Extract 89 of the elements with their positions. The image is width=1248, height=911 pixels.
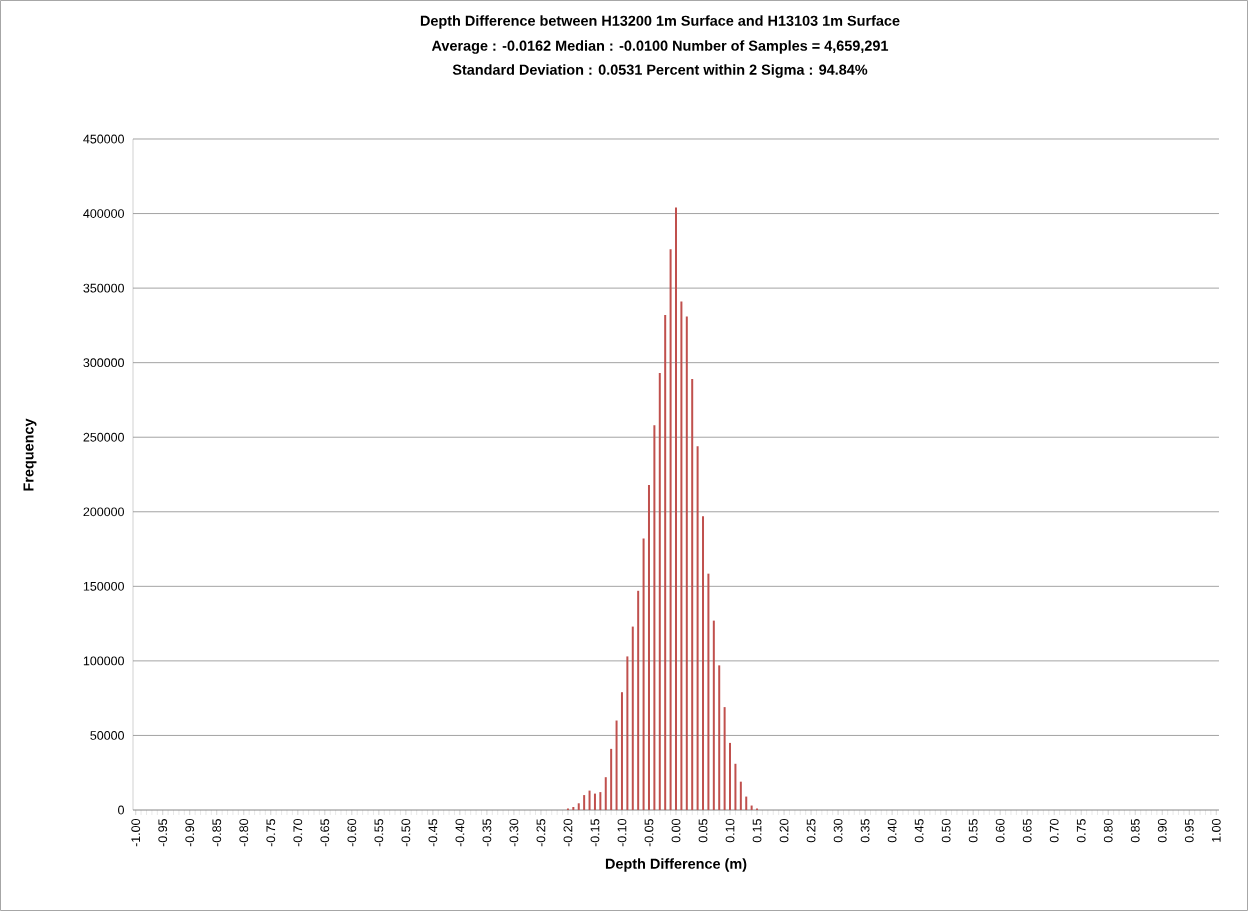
bar [637,590,640,810]
x-tick-label: -0.90 [185,819,195,847]
bar [620,692,623,810]
bar [669,249,672,810]
x-tick-label: -0.35 [482,819,492,847]
bar [583,795,586,810]
x-tick-label: 0.45 [914,819,924,843]
y-tick-label: 150000 [83,581,124,591]
x-tick-label: 0.90 [1157,819,1167,843]
x-tick-label: 0.75 [1076,819,1086,843]
bar [642,538,645,810]
chart-subtitle: Average : -0.0162 Median : -0.0100 Number of Samples = 4,659,291 [431,40,889,54]
bar [658,373,661,810]
x-tick-label: 0.05 [698,819,708,843]
x-tick-label: 0.50 [941,819,951,843]
bar [696,446,699,810]
x-tick-label: -0.55 [374,819,384,847]
x-tick-label: -0.20 [563,819,573,847]
y-tick-label: 200000 [83,507,124,517]
x-tick-label: 0.70 [1049,819,1059,843]
x-tick-label: -0.40 [455,819,465,847]
x-tick-label: 0.10 [725,819,735,843]
x-tick-label: -0.50 [401,819,411,847]
x-tick-label: 0.65 [1022,819,1032,843]
bar [680,301,683,810]
bar [707,573,710,810]
x-tick-label: 0.55 [968,819,978,843]
x-tick-label: -0.65 [320,819,330,847]
y-tick-label: 0 [118,805,124,815]
bar [599,792,602,810]
x-tick-label: 0.25 [806,819,816,843]
bar [610,748,613,810]
x-tick-label: 0.95 [1184,819,1194,843]
x-tick-label: 0.80 [1103,819,1113,843]
x-tick-label: 0.35 [860,819,870,843]
y-tick-label: 300000 [83,358,124,368]
bar [675,207,677,810]
bar [718,665,721,810]
x-tick-label: -0.45 [428,819,438,847]
bar [739,781,742,810]
x-tick-label: -0.25 [536,819,546,847]
y-tick-label: 400000 [83,209,124,218]
x-tick-label: -0.05 [644,819,654,847]
bar [604,777,607,810]
bar [626,656,629,810]
x-tick-label: -0.95 [158,819,168,847]
bar [588,790,591,810]
x-tick-label: 0.40 [887,819,897,843]
bar [712,620,715,810]
chart-title: Depth Difference between H13200 1m Surface and H13103 1m Surface [420,15,900,29]
bar [734,763,737,810]
bar [577,803,580,810]
y-tick-label: 250000 [83,432,124,442]
bar [615,720,618,810]
bar [631,626,634,810]
bar [647,484,650,810]
x-tick-label: 0.30 [833,819,843,843]
bar [664,314,667,810]
x-tick-label: 0.60 [995,819,1005,843]
x-tick-label: 0.20 [779,819,789,843]
bar [572,807,575,810]
x-tick-label: -0.15 [590,819,600,847]
bar [702,516,705,810]
x-tick-label: 1.00 [1211,819,1221,842]
x-tick-label: 0.00 [671,819,681,843]
y-tick-label: 450000 [83,134,124,144]
x-tick-label: -0.85 [212,819,222,847]
bar [691,379,694,810]
x-tick-label: -0.80 [239,819,249,847]
y-tick-label: 50000 [90,731,124,740]
y-axis-title: Frequency [23,418,37,491]
bar [745,796,748,810]
bar [685,316,688,810]
x-tick-label: -1.00 [131,819,141,847]
bar [593,793,596,810]
x-tick-label: 0.85 [1130,819,1140,843]
x-axis-title: Depth Difference (m) [605,858,747,872]
bar [723,707,726,810]
x-tick-label: -0.75 [266,819,276,847]
bar [729,742,732,810]
y-tick-label: 350000 [83,283,124,293]
x-tick-label: -0.70 [293,819,303,847]
x-tick-label: -0.10 [617,819,627,847]
x-tick-label: 0.15 [752,819,762,843]
text: Standard Deviation : 0.0531 Percent within 2 Sigma : 94.84% [452,64,868,78]
y-tick-label: 100000 [83,656,124,666]
bar [653,425,656,810]
x-tick-label: -0.30 [509,819,519,847]
x-tick-label: -0.60 [347,819,357,847]
